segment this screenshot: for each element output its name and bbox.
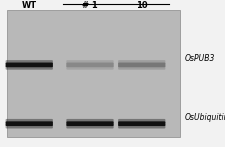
FancyBboxPatch shape [66,121,114,126]
FancyBboxPatch shape [66,119,114,124]
FancyBboxPatch shape [6,124,53,128]
FancyBboxPatch shape [118,124,165,128]
FancyBboxPatch shape [118,60,165,65]
FancyBboxPatch shape [118,121,165,126]
FancyBboxPatch shape [66,63,114,67]
FancyBboxPatch shape [118,63,165,67]
FancyBboxPatch shape [6,65,53,70]
FancyBboxPatch shape [66,124,114,128]
FancyBboxPatch shape [118,65,165,70]
Text: OsUbiquitin: OsUbiquitin [184,113,225,122]
Text: OsPUB3: OsPUB3 [184,54,215,63]
FancyBboxPatch shape [66,65,114,70]
FancyBboxPatch shape [6,60,53,65]
Text: WT: WT [22,1,37,10]
Text: 10: 10 [136,1,148,10]
FancyBboxPatch shape [6,63,53,67]
Bar [7,10,180,137]
FancyBboxPatch shape [118,119,165,124]
Text: # 1: # 1 [82,1,98,10]
FancyBboxPatch shape [66,60,114,65]
FancyBboxPatch shape [6,121,53,126]
FancyBboxPatch shape [6,119,53,124]
